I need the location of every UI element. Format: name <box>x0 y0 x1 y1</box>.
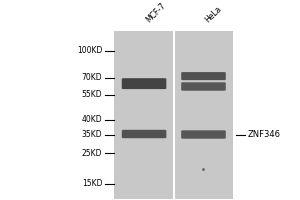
Text: MCF-7: MCF-7 <box>144 1 167 24</box>
Text: 70KD: 70KD <box>82 73 102 82</box>
Text: 100KD: 100KD <box>77 46 102 55</box>
Text: 25KD: 25KD <box>82 149 102 158</box>
FancyBboxPatch shape <box>114 31 233 199</box>
FancyBboxPatch shape <box>181 72 226 80</box>
FancyBboxPatch shape <box>181 82 226 91</box>
Text: 15KD: 15KD <box>82 179 102 188</box>
Text: ZNF346: ZNF346 <box>248 130 281 139</box>
FancyBboxPatch shape <box>181 130 226 139</box>
Text: HeLa: HeLa <box>203 4 224 24</box>
FancyBboxPatch shape <box>122 130 166 138</box>
Text: 40KD: 40KD <box>82 115 102 124</box>
Text: 55KD: 55KD <box>82 90 102 99</box>
FancyBboxPatch shape <box>122 78 166 89</box>
Text: 35KD: 35KD <box>82 130 102 139</box>
